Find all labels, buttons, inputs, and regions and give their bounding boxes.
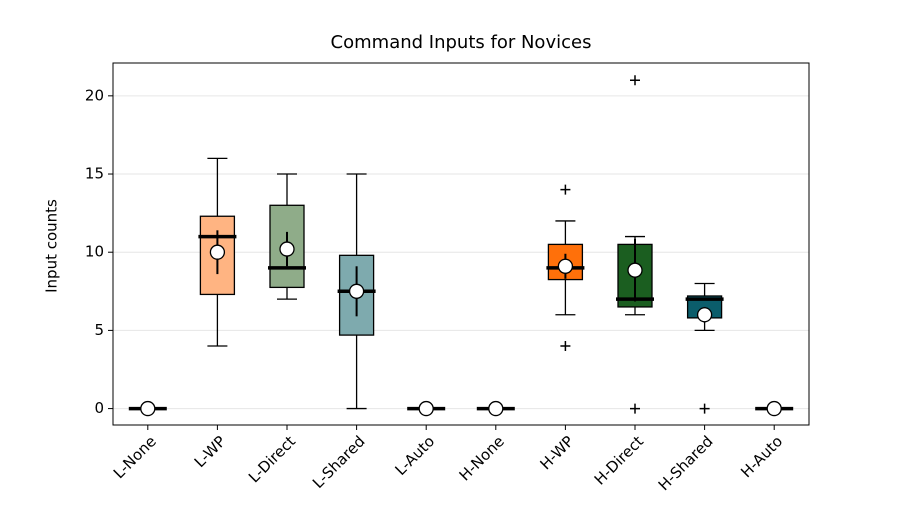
- mean-marker: [766, 400, 782, 417]
- mean-marker: [696, 307, 713, 323]
- chart-title: Command Inputs for Novices: [331, 32, 592, 53]
- x-tick-label: L-Auto: [392, 432, 439, 479]
- x-tick-label: H-Auto: [737, 432, 786, 481]
- mean-marker: [209, 244, 226, 260]
- mean-marker: [279, 241, 295, 257]
- x-tick-label: H-WP: [536, 432, 577, 473]
- x-tick-label: L-Direct: [245, 432, 299, 486]
- x-tick-label: L-None: [110, 432, 160, 482]
- mean-marker: [348, 283, 365, 299]
- x-tick-label: H-Shared: [655, 432, 717, 494]
- y-tick-label: 15: [85, 165, 104, 183]
- x-tick-label: H-None: [456, 432, 508, 484]
- mean-marker: [627, 262, 643, 278]
- flier: [699, 403, 710, 414]
- flier: [630, 403, 640, 414]
- y-axis-label: Input counts: [43, 199, 61, 293]
- x-axis-label: Experimental Condition: [373, 531, 549, 532]
- x-tick-label: H-Direct: [591, 432, 647, 488]
- mean-marker: [418, 400, 434, 417]
- flier: [560, 184, 571, 195]
- y-tick-label: 20: [85, 86, 104, 104]
- y-tick-label: 0: [94, 399, 104, 417]
- mean-marker: [140, 400, 156, 417]
- flier: [630, 75, 640, 86]
- flier: [560, 341, 571, 352]
- y-tick-label: 10: [85, 243, 104, 261]
- x-tick-label: L-WP: [191, 432, 230, 471]
- mean-marker: [557, 258, 574, 274]
- x-tick-label: L-Shared: [309, 432, 369, 492]
- plot-frame: [112, 62, 810, 426]
- mean-marker: [488, 400, 504, 417]
- y-tick-label: 5: [94, 321, 104, 339]
